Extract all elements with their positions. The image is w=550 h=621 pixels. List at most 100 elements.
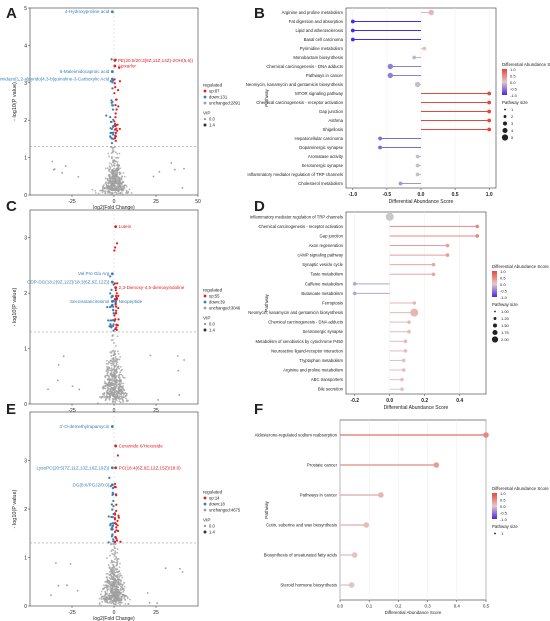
unchanged-point — [118, 358, 121, 361]
unchanged-point — [183, 359, 186, 361]
annotation-label: LysoPC(20:5(7Z,11Z,13Z,16Z,19Z)) — [37, 465, 110, 470]
color-tick-label: 0.5 — [500, 276, 506, 281]
unchanged-point — [114, 353, 117, 355]
unchanged-point — [112, 184, 115, 187]
annotation-label: PE(20:5/20:3(8Z,11Z,14Z)-2OH(5,6)) — [118, 58, 194, 63]
unchanged-point — [118, 384, 121, 387]
unchanged-point — [112, 549, 115, 552]
unchanged-point — [113, 167, 115, 170]
unchanged-point — [118, 188, 121, 190]
up-point — [115, 526, 118, 529]
unchanged-point — [104, 591, 107, 594]
legend-swatch — [204, 525, 206, 527]
legend-entry: down:39 — [209, 299, 226, 304]
unchanged-point — [111, 594, 113, 596]
unchanged-point — [115, 555, 117, 558]
pathway-label: Neomycin, kanamycin and gentamicin biosy… — [248, 310, 343, 315]
unchanged-point — [119, 167, 122, 170]
unchanged-point — [107, 598, 110, 600]
pathway-label: Serotonergic synapse — [302, 329, 343, 334]
unchanged-point — [127, 191, 130, 194]
x-tick-label: 0.2 — [395, 603, 402, 608]
color-tick-label: 1.0 — [510, 67, 516, 72]
unchanged-point — [113, 159, 116, 162]
unchanged-point — [105, 368, 108, 371]
unchanged-point — [116, 379, 119, 382]
size-tick-label: 4 — [511, 128, 514, 133]
up-point — [113, 120, 116, 123]
down-point — [110, 288, 113, 291]
unchanged-point — [115, 593, 117, 596]
unchanged-point — [106, 578, 109, 581]
lollipop-plot-f: 0.0 0.1 0.2 0.3 0.4 0.5 Aldosterone-regulated … — [255, 419, 549, 615]
pathway-label: Bile secretion — [318, 387, 344, 392]
y-tick-label: 0 — [24, 402, 27, 408]
unchanged-point — [107, 564, 110, 567]
up-point — [117, 306, 120, 310]
unchanged-point — [117, 186, 120, 189]
unchanged-point — [120, 579, 122, 582]
unchanged-point — [101, 595, 104, 598]
annotated-point — [110, 10, 114, 14]
up-point — [114, 98, 118, 101]
unchanged-point — [110, 543, 112, 546]
unchanged-point — [104, 581, 107, 583]
down-point — [111, 101, 114, 104]
unchanged-point — [114, 543, 117, 545]
down-point — [111, 81, 114, 84]
down-point — [109, 319, 112, 322]
lollipop-dot — [431, 272, 436, 277]
down-point — [112, 329, 115, 332]
unchanged-point — [104, 385, 107, 388]
unchanged-points — [47, 334, 186, 405]
unchanged-point — [120, 580, 122, 583]
unchanged-point — [109, 166, 112, 169]
unchanged-point — [112, 579, 115, 581]
unchanged-point — [77, 175, 80, 178]
unchanged-point — [117, 190, 120, 193]
pathway-label: Monobactam biosynthesis — [293, 55, 343, 60]
unchanged-point — [123, 396, 126, 399]
color-bar — [502, 69, 507, 95]
unchanged-point — [148, 601, 151, 604]
unchanged-point — [61, 171, 64, 174]
unchanged-point — [117, 358, 119, 361]
unchanged-point — [118, 164, 121, 167]
annotated-point — [114, 444, 118, 448]
down-point — [109, 323, 112, 326]
unchanged-point — [51, 160, 54, 163]
x-tick-label: 0.0 — [337, 603, 344, 608]
unchanged-point — [178, 567, 181, 570]
annotation-label: PC(18:4(6Z,9Z,12Z,15Z)/18:0) — [119, 465, 182, 470]
unchanged-point — [119, 603, 121, 606]
pathway-label: MTOR signaling pathway — [295, 91, 344, 96]
annotated-point — [114, 225, 118, 229]
unchanged-point — [129, 598, 131, 601]
unchanged-point — [120, 393, 123, 396]
lollipop-dot — [487, 100, 492, 105]
lollipop-dot — [403, 339, 408, 344]
unchanged-point — [104, 167, 107, 170]
size-tick-label: 1.75 — [501, 330, 510, 335]
up-point — [114, 139, 117, 142]
y-tick-label: 5 — [24, 6, 27, 12]
y-tick-label: 1 — [24, 347, 27, 353]
x-tick-label: 0.5 — [483, 603, 490, 608]
unchanged-point — [57, 584, 60, 587]
unchanged-point — [99, 593, 102, 596]
color-tick-label: -1.0 — [510, 93, 518, 98]
unchanged-point — [170, 162, 173, 164]
unchanged-point — [114, 191, 116, 194]
unchanged-point — [110, 590, 112, 593]
unchanged-point — [100, 598, 103, 601]
down-point — [110, 127, 114, 131]
unchanged-point — [109, 187, 112, 190]
lollipop-dot — [487, 91, 492, 96]
lollipop-dot — [412, 301, 417, 305]
unchanged-point — [111, 561, 114, 564]
annotated-point — [110, 77, 114, 81]
color-bar — [492, 271, 497, 297]
lollipop-dot — [401, 368, 406, 372]
down-point — [111, 486, 114, 490]
